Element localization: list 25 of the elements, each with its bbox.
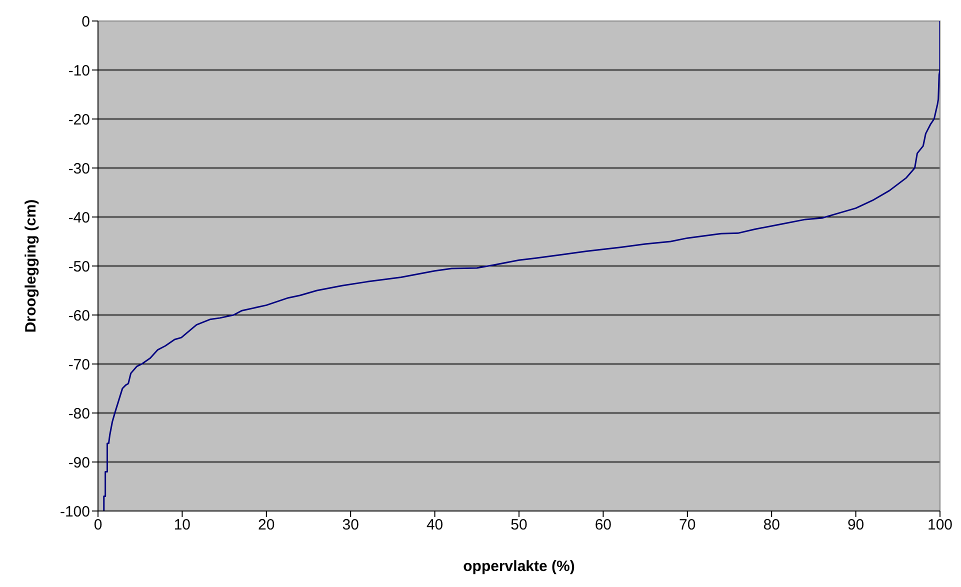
line-series <box>103 21 940 511</box>
y-tick-label: -80 <box>68 405 90 422</box>
x-tick-label: 30 <box>342 516 359 534</box>
y-tick-label: -90 <box>68 454 90 472</box>
x-tick-label: 60 <box>594 516 612 534</box>
x-tick-label: 20 <box>258 516 275 534</box>
x-tick-label: 50 <box>510 516 528 534</box>
x-tick-label: 10 <box>174 516 191 534</box>
x-tick-label: 100 <box>927 516 953 534</box>
y-axis-title: Drooglegging (cm) <box>22 199 40 333</box>
y-tick-label: -40 <box>68 209 90 226</box>
x-tick-label: 0 <box>94 516 102 534</box>
y-tick-label: -50 <box>68 258 90 276</box>
y-tick-label: 0 <box>82 13 90 30</box>
y-tick-label: -60 <box>68 307 90 324</box>
x-tick-label: 90 <box>847 516 864 534</box>
x-axis-title: oppervlakte (%) <box>463 558 575 575</box>
y-tick-label: -20 <box>68 111 90 128</box>
x-tick-label: 80 <box>763 516 780 534</box>
y-tick-label: -10 <box>68 62 90 80</box>
y-tick-label: -100 <box>60 503 90 520</box>
x-tick-label: 70 <box>679 516 696 534</box>
x-tick-label: 40 <box>426 516 444 534</box>
y-tick-label: -70 <box>68 356 90 374</box>
y-tick-label: -30 <box>68 160 90 178</box>
